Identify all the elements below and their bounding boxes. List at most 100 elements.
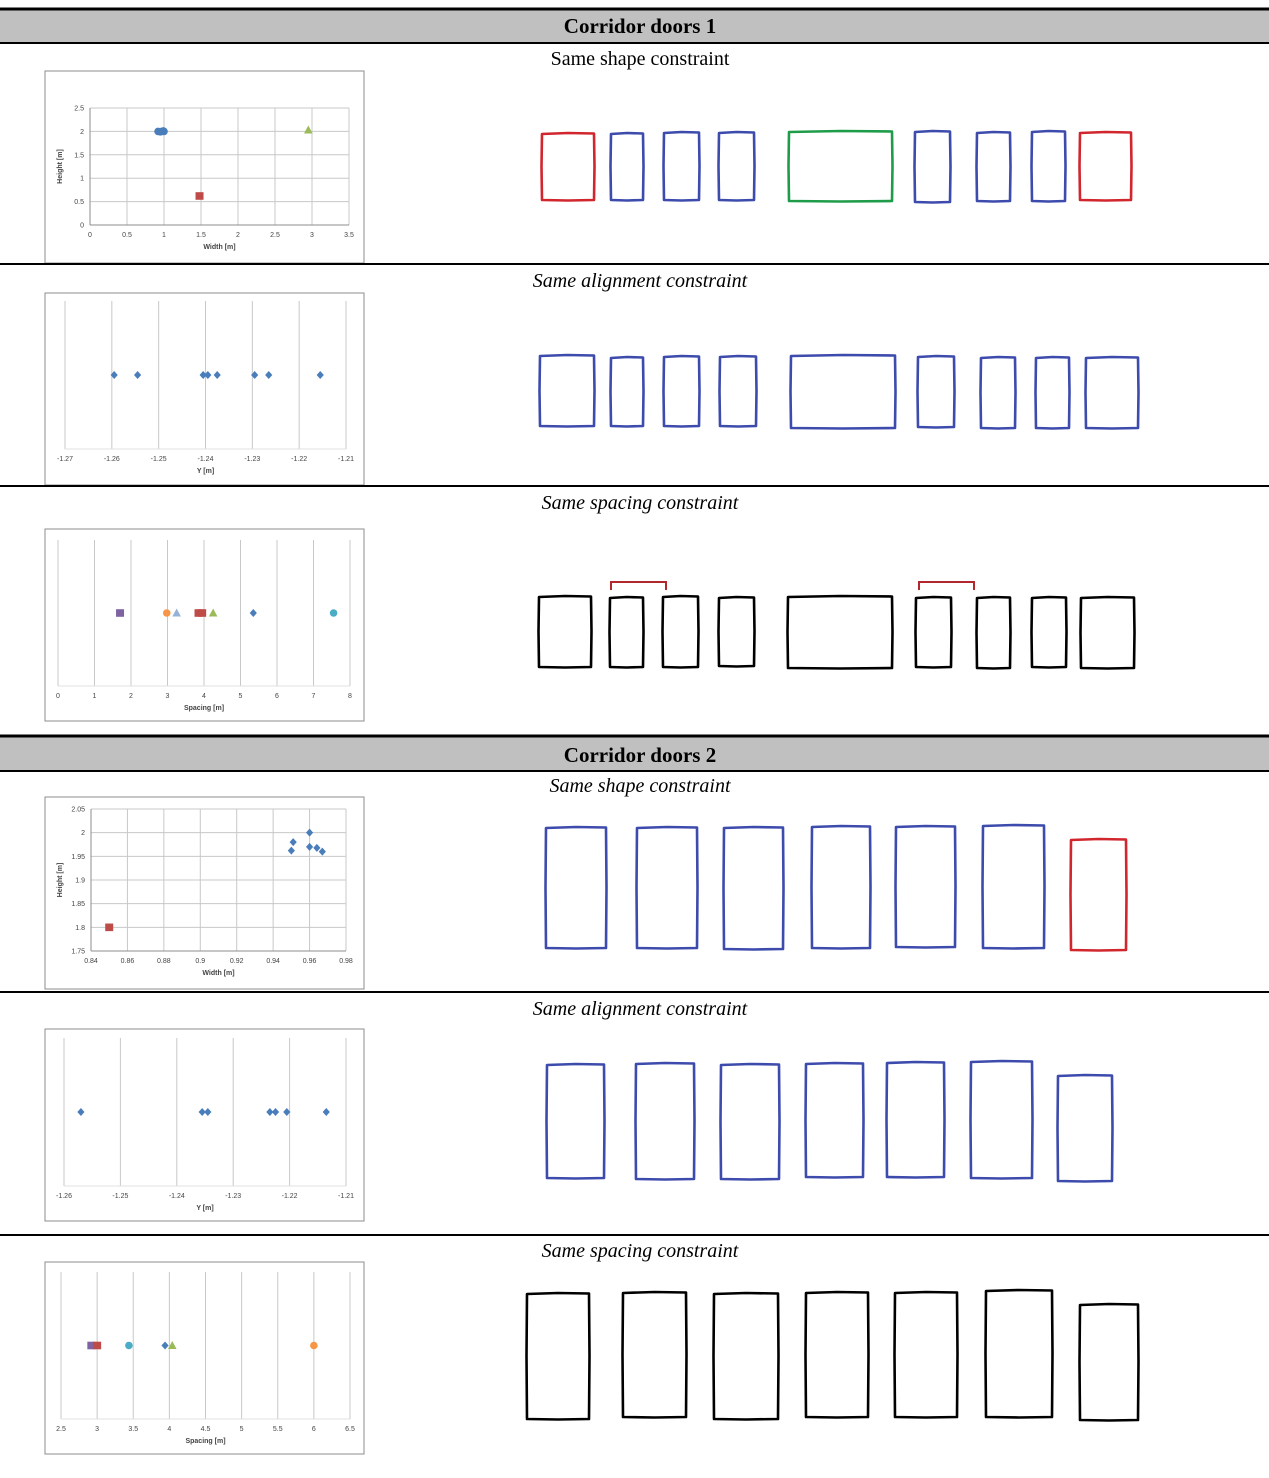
data-point-square <box>105 923 114 932</box>
door-outline <box>722 825 785 951</box>
data-point-diamond <box>251 371 259 379</box>
x-tick-label: 4 <box>167 1426 171 1433</box>
data-point-diamond <box>110 371 118 379</box>
data-point-square <box>93 1341 102 1350</box>
door-outline-diagram <box>540 129 1133 204</box>
x-tick-label: 5 <box>239 693 243 700</box>
x-tick-label: -1.22 <box>282 1193 298 1200</box>
door-outline <box>913 129 952 204</box>
chart-frame <box>44 796 365 990</box>
row-caption: Same alignment constraint <box>533 998 748 1020</box>
door-outline-diagram <box>538 353 1140 430</box>
door-outline <box>789 353 897 430</box>
x-tick-label: -1.25 <box>151 456 167 463</box>
scatter-chart: 0 0.5 1 1.5 2 2.5 3 3.5 0 0.5 1 1.5 2 2.5 Width [m] Hei… <box>44 70 365 264</box>
door-outline <box>662 354 701 428</box>
x-tick-label: 0.92 <box>230 958 244 965</box>
door-outline <box>894 824 957 949</box>
x-tick-label: 4.5 <box>201 1426 211 1433</box>
data-point-diamond <box>161 1341 169 1350</box>
section-header-band <box>0 736 1269 771</box>
data-point-diamond <box>204 1108 212 1116</box>
x-tick-label: 0.96 <box>303 958 317 965</box>
data-point-triangle <box>304 125 313 134</box>
chart-frame <box>44 1261 365 1455</box>
section-header: Corridor doors 2 <box>0 734 1269 772</box>
x-tick-label: 0 <box>88 232 92 239</box>
row-caption: Same spacing constraint <box>542 492 739 514</box>
data-point-circle <box>162 609 171 617</box>
x-tick-label: -1.27 <box>57 456 73 463</box>
data-point-diamond <box>313 843 321 852</box>
data-point-diamond <box>322 1108 330 1116</box>
door-outline <box>1034 355 1071 430</box>
door-outline <box>984 1288 1054 1419</box>
data-point-diamond <box>199 371 207 379</box>
x-axis-title: Y [m] <box>197 468 214 475</box>
x-tick-label: 1 <box>162 232 166 239</box>
door-outline <box>979 355 1017 430</box>
door-outline <box>545 1062 606 1180</box>
x-tick-label: 6 <box>312 1426 316 1433</box>
data-point-square <box>198 609 207 617</box>
x-tick-label: -1.24 <box>169 1193 185 1200</box>
door-outline <box>537 594 593 669</box>
section-title: Corridor doors 2 <box>564 743 716 767</box>
y-tick-label: 1.8 <box>75 925 85 932</box>
x-tick-label: 5.5 <box>273 1426 283 1433</box>
door-outline <box>609 355 645 428</box>
y-tick-label: 2 <box>80 129 84 136</box>
data-point-square <box>87 1341 96 1350</box>
x-axis-title: Width [m] <box>203 244 235 251</box>
scatter-chart: 0 1 2 3 4 5 6 7 8 Spacing [m] <box>44 528 365 722</box>
x-tick-label: -1.25 <box>112 1193 128 1200</box>
x-tick-label: -1.21 <box>338 1193 354 1200</box>
data-point-triangle <box>167 1341 177 1349</box>
spacing-bracket <box>918 581 975 590</box>
x-axis-title: Spacing [m] <box>184 705 224 712</box>
door-outline <box>1084 355 1140 430</box>
x-tick-label: 2.5 <box>56 1426 66 1433</box>
data-point-circle <box>125 1341 133 1350</box>
constraint-row: Same spacing constraint 2.5 3 3.5 4 4.5 5 5.5 6… <box>44 1240 1140 1455</box>
door-outline <box>981 823 1046 950</box>
y-tick-label: 1.75 <box>71 949 85 956</box>
x-tick-label: -1.23 <box>225 1193 241 1200</box>
y-tick-label: 0 <box>80 223 84 230</box>
door-outline-diagram <box>537 581 1136 670</box>
constraint-row: Same shape constraint 0.84 0.86 0.88 0.9 0.9… <box>0 775 1269 993</box>
data-point-diamond <box>204 371 212 379</box>
data-point-triangle <box>172 608 181 617</box>
data-point-diamond <box>266 1108 274 1116</box>
data-point-diamond <box>133 371 142 379</box>
door-outline <box>916 354 956 429</box>
data-point-circle <box>160 127 168 136</box>
x-tick-label: 0 <box>56 693 60 700</box>
data-point-diamond <box>198 1108 206 1116</box>
y-tick-label: 1.5 <box>74 152 84 159</box>
door-outline <box>1030 595 1068 669</box>
row-caption: Same spacing constraint <box>542 1240 739 1262</box>
x-tick-label: 3.5 <box>128 1426 138 1433</box>
door-outline <box>717 130 756 202</box>
x-tick-label: -1.21 <box>338 456 354 463</box>
door-outline-diagram <box>544 823 1128 952</box>
scatter-chart: -1.27 -1.26 -1.25 -1.24 -1.23 -1.22 -1.21 Y [m] <box>44 292 365 486</box>
constraint-row: Same spacing constraint 0 1 2 3 4 5 6 7 8 Spacing… <box>44 492 1136 722</box>
door-outline <box>975 130 1012 203</box>
row-caption: Same alignment constraint <box>533 270 748 292</box>
x-tick-label: 6 <box>275 693 279 700</box>
door-outline <box>810 824 872 950</box>
door-outline <box>786 594 894 670</box>
y-tick-label: 2 <box>81 830 85 837</box>
door-outline <box>608 595 645 669</box>
x-axis-title: Spacing [m] <box>185 1438 225 1445</box>
x-tick-label: 0.98 <box>339 958 353 965</box>
constraint-row: Same alignment constraint -1.26 -1.25 -1.2… <box>0 998 1269 1236</box>
x-tick-label: 4 <box>202 693 206 700</box>
door-outline <box>544 825 608 950</box>
data-point-square <box>116 609 125 617</box>
door-outline <box>885 1060 946 1179</box>
spacing-bracket <box>610 581 667 590</box>
